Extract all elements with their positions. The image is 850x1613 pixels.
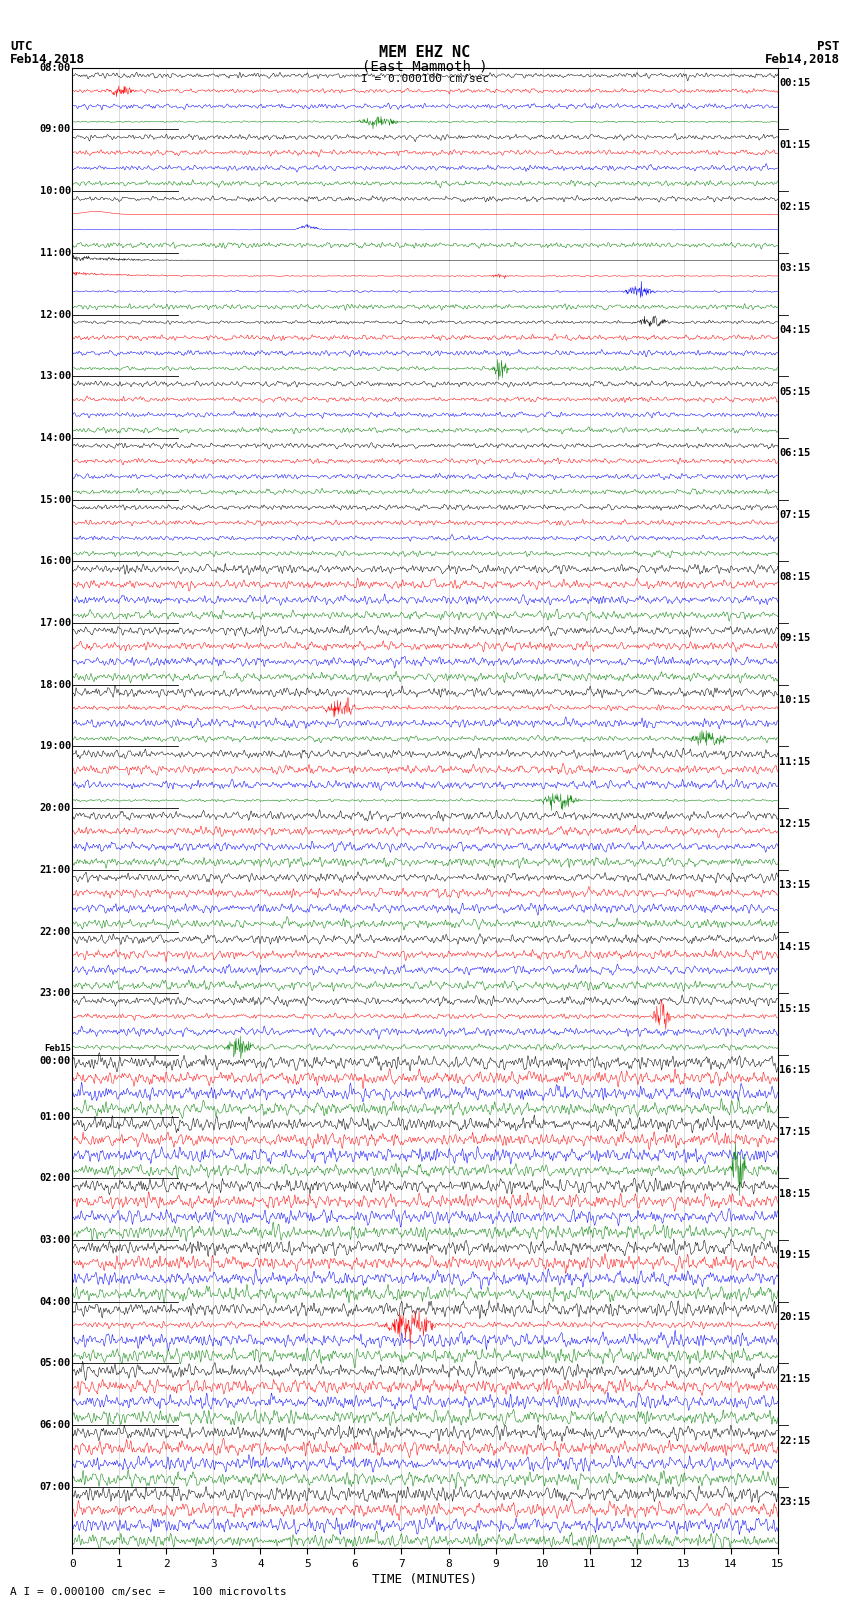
Text: Feb15: Feb15 (44, 1045, 71, 1053)
Text: 16:00: 16:00 (40, 556, 71, 566)
Text: 20:00: 20:00 (40, 803, 71, 813)
Text: 21:00: 21:00 (40, 865, 71, 874)
Text: 17:00: 17:00 (40, 618, 71, 627)
Text: 19:15: 19:15 (779, 1250, 810, 1260)
Text: 09:15: 09:15 (779, 634, 810, 644)
Text: MEM EHZ NC: MEM EHZ NC (379, 45, 471, 60)
Text: 10:00: 10:00 (40, 185, 71, 197)
Text: 23:00: 23:00 (40, 989, 71, 998)
Text: 13:15: 13:15 (779, 881, 810, 890)
Text: 12:00: 12:00 (40, 310, 71, 319)
Text: 13:00: 13:00 (40, 371, 71, 381)
Text: Feb14,2018: Feb14,2018 (765, 53, 840, 66)
Text: 02:15: 02:15 (779, 202, 810, 211)
Text: I = 0.000100 cm/sec: I = 0.000100 cm/sec (361, 74, 489, 84)
Text: 20:15: 20:15 (779, 1311, 810, 1323)
Text: 03:00: 03:00 (40, 1236, 71, 1245)
Text: 07:00: 07:00 (40, 1482, 71, 1492)
Text: 23:15: 23:15 (779, 1497, 810, 1507)
Text: 03:15: 03:15 (779, 263, 810, 273)
Text: 14:15: 14:15 (779, 942, 810, 952)
Text: 01:00: 01:00 (40, 1111, 71, 1121)
Text: 11:00: 11:00 (40, 248, 71, 258)
Text: 16:15: 16:15 (779, 1065, 810, 1076)
Text: UTC: UTC (10, 40, 32, 53)
Text: 18:15: 18:15 (779, 1189, 810, 1198)
Text: 06:00: 06:00 (40, 1419, 71, 1431)
Text: 08:15: 08:15 (779, 571, 810, 582)
Text: 15:15: 15:15 (779, 1003, 810, 1013)
Text: 06:15: 06:15 (779, 448, 810, 458)
Text: 01:15: 01:15 (779, 140, 810, 150)
Text: 00:15: 00:15 (779, 77, 810, 89)
Text: 09:00: 09:00 (40, 124, 71, 134)
Text: 14:00: 14:00 (40, 432, 71, 444)
Text: 05:00: 05:00 (40, 1358, 71, 1368)
Text: PST: PST (818, 40, 840, 53)
Text: Feb14,2018: Feb14,2018 (10, 53, 85, 66)
Text: 10:15: 10:15 (779, 695, 810, 705)
Text: 07:15: 07:15 (779, 510, 810, 519)
Text: 17:15: 17:15 (779, 1127, 810, 1137)
X-axis label: TIME (MINUTES): TIME (MINUTES) (372, 1573, 478, 1586)
Text: 00:00: 00:00 (40, 1057, 71, 1066)
Text: 12:15: 12:15 (779, 818, 810, 829)
Text: 22:15: 22:15 (779, 1436, 810, 1445)
Text: 04:15: 04:15 (779, 324, 810, 336)
Text: 02:00: 02:00 (40, 1173, 71, 1184)
Text: 19:00: 19:00 (40, 742, 71, 752)
Text: 05:15: 05:15 (779, 387, 810, 397)
Text: 21:15: 21:15 (779, 1374, 810, 1384)
Text: A I = 0.000100 cm/sec =    100 microvolts: A I = 0.000100 cm/sec = 100 microvolts (10, 1587, 287, 1597)
Text: 22:00: 22:00 (40, 926, 71, 937)
Text: 18:00: 18:00 (40, 679, 71, 690)
Text: 08:00: 08:00 (40, 63, 71, 73)
Text: 11:15: 11:15 (779, 756, 810, 766)
Text: 04:00: 04:00 (40, 1297, 71, 1307)
Text: 15:00: 15:00 (40, 495, 71, 505)
Text: (East Mammoth ): (East Mammoth ) (362, 60, 488, 74)
